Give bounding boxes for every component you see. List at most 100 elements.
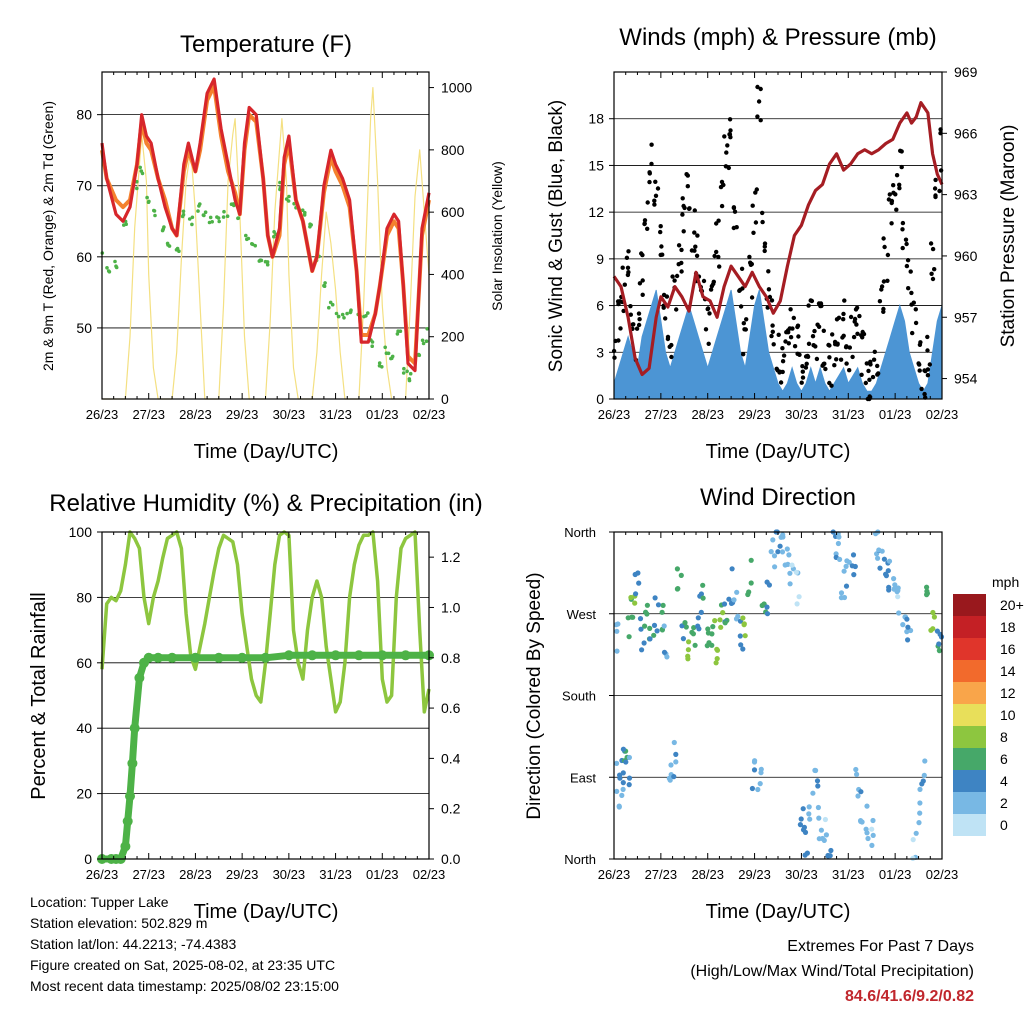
gust-point bbox=[780, 369, 785, 375]
gust-point bbox=[867, 377, 872, 382]
direction-point bbox=[798, 816, 804, 822]
direction-point bbox=[930, 626, 936, 632]
dewpoint-point bbox=[196, 209, 200, 213]
gust-point bbox=[653, 193, 659, 198]
dewpoint-point bbox=[383, 345, 388, 350]
gust-point bbox=[900, 220, 906, 226]
gust-point bbox=[938, 168, 944, 173]
speed-legend-label: 14 bbox=[1000, 663, 1016, 679]
gust-point bbox=[758, 86, 763, 92]
dewpoint-point bbox=[113, 259, 117, 264]
gust-point bbox=[932, 186, 938, 191]
dewpoint-point bbox=[181, 209, 186, 214]
x-tick-label: 27/23 bbox=[645, 867, 678, 882]
direction-point bbox=[794, 601, 800, 607]
humidity-xlabel: Time (Day/UTC) bbox=[194, 901, 339, 923]
x-tick-label: 29/23 bbox=[226, 867, 259, 882]
direction-point bbox=[712, 618, 718, 624]
direction-point bbox=[682, 620, 688, 626]
direction-point bbox=[673, 751, 679, 758]
y-tick-label: 12 bbox=[588, 204, 604, 220]
gust-point bbox=[694, 253, 700, 258]
gust-point bbox=[637, 281, 643, 286]
gust-point bbox=[669, 354, 674, 360]
direction-point bbox=[777, 543, 783, 549]
gust-point bbox=[897, 182, 902, 187]
dewpoint-point bbox=[345, 311, 349, 316]
gust-point bbox=[626, 270, 631, 275]
dewpoint-point bbox=[165, 241, 170, 246]
gust-point bbox=[649, 142, 654, 147]
dewpoint-point bbox=[258, 258, 263, 263]
gust-point bbox=[681, 203, 686, 209]
gust-point bbox=[679, 247, 684, 253]
y-tick-label: 80 bbox=[76, 107, 92, 123]
direction-point bbox=[787, 570, 793, 576]
dewpoint-point bbox=[138, 165, 142, 170]
x-tick-label: 01/23 bbox=[366, 407, 399, 422]
direction-point bbox=[686, 639, 692, 645]
direction-point bbox=[818, 827, 825, 833]
gust-point bbox=[687, 206, 692, 211]
speed-legend-label: 4 bbox=[1000, 773, 1008, 789]
gust-point bbox=[866, 368, 871, 374]
direction-point bbox=[838, 590, 845, 596]
direction-point bbox=[678, 572, 684, 579]
dewpoint-point bbox=[322, 283, 326, 288]
gust-point bbox=[854, 322, 859, 327]
gust-point bbox=[692, 230, 697, 235]
gust-point bbox=[762, 248, 767, 254]
speed-legend-title: mph bbox=[992, 574, 1019, 590]
direction-point bbox=[720, 610, 726, 616]
gust-point bbox=[804, 361, 809, 366]
dewpoint-point bbox=[323, 281, 327, 285]
x-tick-label: 31/23 bbox=[832, 407, 865, 422]
gust-point bbox=[676, 243, 682, 248]
direction-point bbox=[865, 835, 871, 842]
figure-created: Figure created on Sat, 2025-08-02, at 23… bbox=[30, 957, 336, 973]
gust-point bbox=[706, 341, 711, 346]
temperature-series bbox=[100, 77, 431, 400]
direction-point bbox=[692, 642, 698, 648]
gust-point bbox=[800, 369, 805, 374]
gust-point bbox=[658, 224, 663, 229]
direction-point bbox=[841, 568, 847, 574]
y-right-tick-label: 200 bbox=[441, 329, 465, 345]
y-tick-label: 70 bbox=[76, 178, 92, 194]
dewpoint-point bbox=[395, 332, 400, 336]
gust-point bbox=[645, 226, 650, 231]
gust-point bbox=[859, 372, 864, 377]
gust-point bbox=[889, 221, 894, 226]
direction-point bbox=[800, 806, 806, 812]
direction-point bbox=[905, 637, 911, 643]
gust-point bbox=[685, 173, 690, 178]
gust-point bbox=[728, 135, 733, 140]
direction-point bbox=[620, 786, 626, 793]
dewpoint-point bbox=[278, 180, 282, 185]
temperature-title: Temperature (F) bbox=[180, 31, 352, 58]
speed-legend-swatch bbox=[953, 638, 986, 660]
direction-point bbox=[900, 622, 906, 628]
dewpoint-point bbox=[236, 216, 240, 221]
gust-point bbox=[616, 301, 621, 307]
direction-point bbox=[671, 739, 677, 746]
gust-point bbox=[749, 295, 755, 300]
gust-point bbox=[732, 209, 738, 214]
direction-point bbox=[853, 766, 859, 773]
gust-point bbox=[692, 248, 697, 253]
gust-point bbox=[786, 341, 791, 346]
direction-point bbox=[695, 615, 701, 621]
x-tick-label: 02/23 bbox=[926, 867, 959, 882]
dewpoint-point bbox=[222, 209, 226, 214]
gust-point bbox=[751, 230, 756, 235]
winds-panel: Winds (mph) & Pressure (mb) 26/23 27/23 28… bbox=[546, 24, 1019, 463]
y-right-tick-label: 0.2 bbox=[441, 801, 461, 817]
gust-point bbox=[910, 330, 915, 336]
x-tick-label: 01/23 bbox=[879, 407, 912, 422]
x-tick-label: 30/23 bbox=[273, 867, 306, 882]
direction-point bbox=[886, 584, 892, 591]
direction-point bbox=[816, 815, 822, 821]
dewpoint-point bbox=[327, 305, 331, 310]
direction-point bbox=[674, 586, 681, 592]
dewpoint-point bbox=[342, 316, 346, 320]
